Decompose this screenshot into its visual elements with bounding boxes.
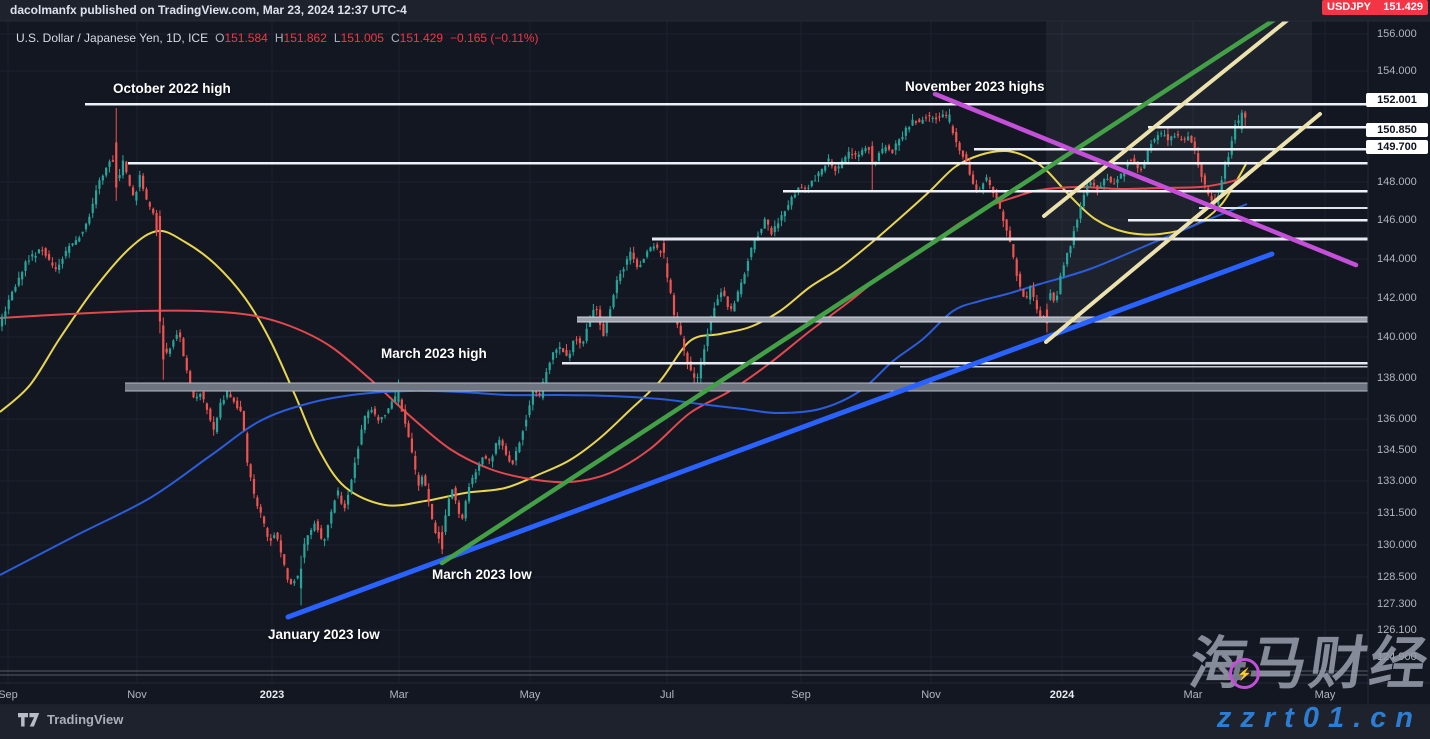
ohlc-close-label: C (390, 31, 400, 45)
price-badge-high: 152.001 (1366, 93, 1428, 107)
chart-annotation: November 2023 highs (905, 79, 1045, 94)
bottom-bar (0, 705, 1430, 739)
price-axis-label: 144.000 (1377, 252, 1417, 265)
last-price-badge: USDJPY 151.429 (1322, 0, 1428, 15)
watermark-bolt-icon: ⚡ (1229, 658, 1260, 689)
time-axis-label: Nov (921, 689, 941, 701)
price-axis-label: 133.000 (1377, 475, 1417, 488)
price-axis-label: 140.000 (1377, 331, 1417, 344)
publish-bar-text: dacolmanfx published on TradingView.com,… (10, 3, 407, 17)
price-axis-label: 134.500 (1377, 443, 1417, 456)
time-axis-label: Mar (1183, 689, 1203, 701)
chart-annotation: March 2023 low (432, 567, 532, 582)
chart-annotation: October 2022 high (113, 81, 231, 96)
price-axis-label: 142.000 (1377, 291, 1417, 304)
time-axis-label: Sep (0, 689, 18, 701)
time-axis-label: 2024 (1049, 689, 1075, 701)
ohlc-high-label: H (274, 31, 284, 45)
publish-bar: dacolmanfx published on TradingView.com,… (0, 0, 1430, 21)
watermark-url: zzrt01.cn (1216, 702, 1422, 734)
time-axis-label: Nov (127, 689, 147, 701)
symbol-title: U.S. Dollar / Japanese Yen, 1D, ICE (16, 31, 209, 45)
time-axis-label: Jul (659, 689, 675, 701)
time-axis-label: May (519, 689, 541, 701)
tradingview-brand[interactable]: TradingView (18, 712, 123, 727)
ohlc-open-value: 151.584 (224, 31, 268, 45)
price-axis-label: 126.100 (1377, 624, 1417, 637)
price-axis-label: 131.500 (1377, 506, 1417, 519)
chart-annotation: January 2023 low (268, 627, 380, 642)
price-badge-mid: 150.850 (1366, 123, 1428, 137)
price-axis-label: 156.000 (1377, 28, 1417, 41)
time-axis-label: 2023 (259, 689, 285, 701)
chart-annotation: March 2023 high (381, 346, 487, 361)
price-axis-label: 148.000 (1377, 175, 1417, 188)
ohlc-open-label: O (215, 31, 225, 45)
price-axis-label: 146.000 (1377, 213, 1417, 226)
price-axis-label: 154.000 (1377, 64, 1417, 77)
badge-last-price: 151.429 (1383, 1, 1423, 13)
time-axis-label: May (1314, 689, 1336, 701)
price-axis-label: 124.900 (1377, 650, 1417, 663)
tradingview-logo-icon (18, 712, 40, 726)
time-axis-label: Sep (791, 689, 811, 701)
price-axis-label: 138.000 (1377, 371, 1417, 384)
ohlc-close-value: 151.429 (399, 31, 444, 45)
price-axis-label: 127.300 (1377, 597, 1417, 610)
watermark-cjk: 海马财经 (1185, 632, 1430, 696)
ohlc-low-label: L (333, 31, 341, 45)
time-axis-label: Mar (389, 689, 409, 701)
ohlc-low-value: 151.005 (340, 31, 384, 45)
change-value: −0.165 (−0.11%) (450, 31, 539, 45)
symbol-legend[interactable]: U.S. Dollar / Japanese Yen, 1D, ICE O151.… (16, 31, 539, 45)
ohlc-high-value: 151.862 (283, 31, 327, 45)
price-axis-label: 128.500 (1377, 571, 1417, 584)
price-axis-label: 136.000 (1377, 412, 1417, 425)
badge-symbol: USDJPY (1327, 1, 1372, 13)
price-badge-low: 149.700 (1366, 140, 1428, 154)
price-axis-label: 130.000 (1377, 538, 1417, 551)
tradingview-brand-label: TradingView (47, 712, 124, 727)
